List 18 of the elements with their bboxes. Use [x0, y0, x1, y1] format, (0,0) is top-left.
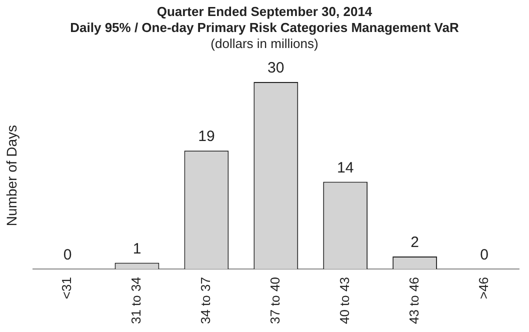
x-tick-label: 40 to 43: [336, 277, 352, 324]
data-label: 0: [63, 246, 72, 264]
data-label: 1: [132, 240, 142, 258]
x-tick-label: 37 to 40: [267, 277, 282, 324]
text: (dollars in millions): [210, 36, 320, 52]
data-label: 2: [410, 234, 419, 252]
chart-subtitle: Daily 95% / One-day Primary Risk Categories Management VaR: [69, 20, 460, 36]
data-label: 14: [337, 159, 354, 176]
x-tick-label: <31: [59, 277, 74, 300]
y-axis-title: Number of Days: [3, 124, 20, 226]
x-tick-label: 43 to 46: [406, 277, 422, 324]
data-label: 19: [198, 128, 215, 146]
x-tick-label: >46: [476, 277, 491, 300]
x-tick-label: 31 to 34: [128, 277, 144, 324]
data-label: 30: [268, 60, 284, 77]
data-label: 0: [480, 246, 488, 264]
chart-title: Quarter Ended September 30, 2014: [156, 4, 374, 20]
x-tick-label: 34 to 37: [198, 277, 214, 324]
